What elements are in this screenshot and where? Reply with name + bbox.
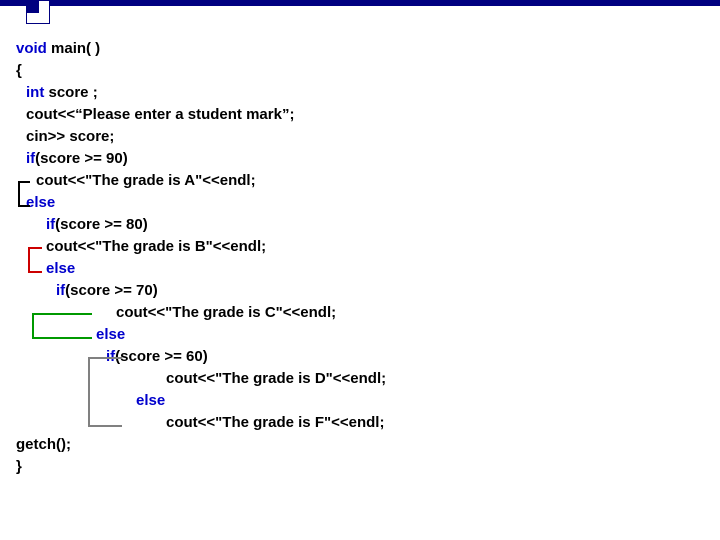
code-bracket bbox=[18, 181, 30, 207]
code-bracket bbox=[88, 357, 122, 427]
header-bullet-box bbox=[26, 0, 50, 24]
header-bullet-inner bbox=[27, 1, 39, 13]
code-block: void main( ){int score ;cout<<“Please en… bbox=[16, 38, 386, 478]
code-bracket bbox=[32, 313, 92, 339]
code-bracket bbox=[28, 247, 42, 273]
header-line bbox=[0, 0, 720, 6]
